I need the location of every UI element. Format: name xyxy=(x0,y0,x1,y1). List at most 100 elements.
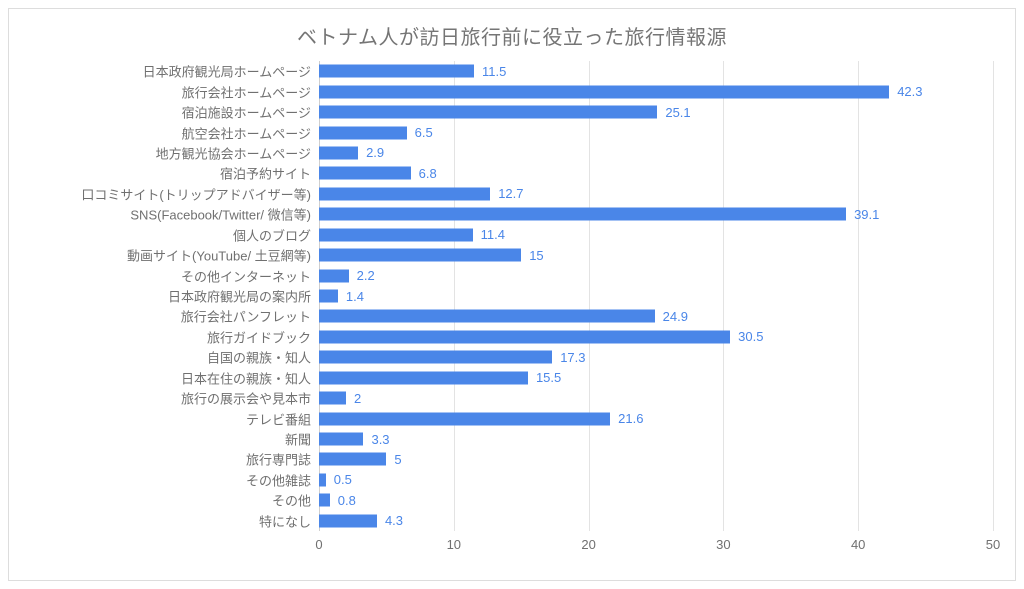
y-tick-label: 個人のブログ xyxy=(233,225,311,244)
y-tick-label: 旅行の展示会や見本市 xyxy=(181,389,311,408)
y-tick-label: 日本在住の親族・知人 xyxy=(181,368,311,387)
y-tick-label: 自国の親族・知人 xyxy=(207,348,311,367)
bar xyxy=(319,453,386,466)
value-label: 15.5 xyxy=(536,370,561,385)
x-tick-label: 50 xyxy=(986,537,1000,552)
y-tick-label: その他雑誌 xyxy=(246,470,311,489)
bar xyxy=(319,208,846,221)
value-label: 24.9 xyxy=(663,309,688,324)
value-label: 21.6 xyxy=(618,411,643,426)
bar xyxy=(319,310,655,323)
y-tick-label: 日本政府観光局の案内所 xyxy=(168,287,311,306)
y-tick-label: 宿泊施設ホームページ xyxy=(182,103,311,122)
value-label: 15 xyxy=(529,248,543,263)
bar xyxy=(319,167,411,180)
y-tick-label: 航空会社ホームページ xyxy=(182,123,311,142)
y-axis-labels: 日本政府観光局ホームページ旅行会社ホームページ宿泊施設ホームページ航空会社ホーム… xyxy=(9,61,311,531)
value-label: 39.1 xyxy=(854,207,879,222)
bar-row: 1.4 xyxy=(319,290,993,303)
bar-row: 2.9 xyxy=(319,146,993,159)
y-tick-label: 動画サイト(YouTube/ 土豆網等) xyxy=(127,246,311,265)
value-label: 42.3 xyxy=(897,84,922,99)
value-label: 25.1 xyxy=(665,105,690,120)
value-label: 5 xyxy=(394,452,401,467)
bar xyxy=(319,187,490,200)
bar-row: 12.7 xyxy=(319,187,993,200)
bar xyxy=(319,85,889,98)
y-tick-label: 新聞 xyxy=(285,430,311,449)
value-label: 0.5 xyxy=(334,472,352,487)
bar-row: 42.3 xyxy=(319,85,993,98)
bar-row: 15.5 xyxy=(319,371,993,384)
y-tick-label: 旅行ガイドブック xyxy=(207,327,311,346)
bar xyxy=(319,249,521,262)
bar xyxy=(319,371,528,384)
bar-row: 24.9 xyxy=(319,310,993,323)
bar-row: 11.4 xyxy=(319,228,993,241)
value-label: 11.5 xyxy=(482,64,506,79)
bar-row: 17.3 xyxy=(319,351,993,364)
bar xyxy=(319,514,377,527)
bar xyxy=(319,146,358,159)
bar-row: 0.5 xyxy=(319,473,993,486)
value-label: 11.4 xyxy=(481,227,505,242)
value-label: 0.8 xyxy=(338,493,356,508)
value-label: 2.2 xyxy=(357,268,375,283)
bar xyxy=(319,269,349,282)
y-tick-label: 特になし xyxy=(259,511,311,530)
y-tick-label: SNS(Facebook/Twitter/ 微信等) xyxy=(130,205,311,224)
y-tick-label: 口コミサイト(トリップアドバイザー等) xyxy=(81,184,311,203)
bar-row: 2.2 xyxy=(319,269,993,282)
x-tick-label: 10 xyxy=(447,537,461,552)
bar-row: 5 xyxy=(319,453,993,466)
bar-row: 21.6 xyxy=(319,412,993,425)
bar xyxy=(319,330,730,343)
bar-row: 4.3 xyxy=(319,514,993,527)
bar xyxy=(319,351,552,364)
y-tick-label: 日本政府観光局ホームページ xyxy=(143,62,311,81)
bar xyxy=(319,290,338,303)
value-label: 4.3 xyxy=(385,513,403,528)
bar xyxy=(319,228,473,241)
value-label: 17.3 xyxy=(560,350,585,365)
value-label: 30.5 xyxy=(738,329,763,344)
bar xyxy=(319,65,474,78)
y-tick-label: その他インターネット xyxy=(181,266,311,285)
gridline xyxy=(993,61,994,531)
x-tick-label: 40 xyxy=(851,537,865,552)
bar xyxy=(319,494,330,507)
y-tick-label: 地方観光協会ホームページ xyxy=(156,143,311,162)
bar-row: 25.1 xyxy=(319,106,993,119)
x-tick-label: 0 xyxy=(315,537,322,552)
bar-row: 30.5 xyxy=(319,330,993,343)
value-label: 3.3 xyxy=(371,432,389,447)
bar-row: 6.5 xyxy=(319,126,993,139)
chart-frame: ベトナム人が訪日旅行前に役立った旅行情報源 日本政府観光局ホームページ旅行会社ホ… xyxy=(8,8,1016,581)
chart-title: ベトナム人が訪日旅行前に役立った旅行情報源 xyxy=(9,9,1015,50)
x-tick-label: 30 xyxy=(716,537,730,552)
value-label: 2.9 xyxy=(366,145,384,160)
bar-row: 39.1 xyxy=(319,208,993,221)
value-label: 6.8 xyxy=(419,166,437,181)
value-label: 6.5 xyxy=(415,125,433,140)
plot-area: 0102030405011.542.325.16.52.96.812.739.1… xyxy=(319,61,993,531)
value-label: 1.4 xyxy=(346,289,364,304)
y-tick-label: その他 xyxy=(272,491,311,510)
bar-row: 0.8 xyxy=(319,494,993,507)
bar-row: 3.3 xyxy=(319,433,993,446)
bar-row: 15 xyxy=(319,249,993,262)
bar xyxy=(319,412,610,425)
y-tick-label: テレビ番組 xyxy=(246,409,311,428)
y-tick-label: 旅行専門誌 xyxy=(246,450,311,469)
bar xyxy=(319,433,363,446)
y-tick-label: 旅行会社パンフレット xyxy=(181,307,311,326)
y-tick-label: 宿泊予約サイト xyxy=(220,164,311,183)
bar-row: 2 xyxy=(319,392,993,405)
bar xyxy=(319,392,346,405)
value-label: 12.7 xyxy=(498,186,523,201)
y-tick-label: 旅行会社ホームページ xyxy=(182,82,311,101)
x-tick-label: 20 xyxy=(581,537,595,552)
bar xyxy=(319,473,326,486)
bar-row: 6.8 xyxy=(319,167,993,180)
bar xyxy=(319,126,407,139)
